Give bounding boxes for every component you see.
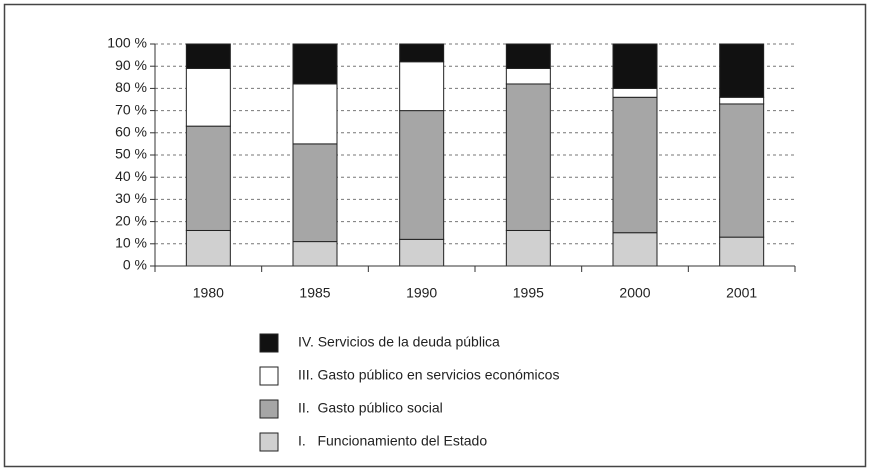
bar-segment	[612, 232, 658, 267]
bar-segment	[399, 110, 445, 240]
x-tick-label: 1990	[406, 285, 437, 301]
x-tick-label: 1985	[299, 285, 330, 301]
bar-segment	[612, 43, 658, 89]
bar-segment	[505, 67, 551, 85]
bar-segment	[185, 43, 231, 69]
bar-segment	[612, 87, 658, 98]
y-tick-label: 60 %	[115, 124, 147, 140]
legend-label: II. Gasto público social	[298, 400, 443, 416]
bar-segment	[719, 236, 765, 267]
legend-label: I. Funcionamiento del Estado	[298, 433, 487, 449]
bar-segment	[292, 43, 338, 85]
legend-swatch	[259, 366, 279, 386]
y-tick-label: 40 %	[115, 168, 147, 184]
legend-swatch	[259, 399, 279, 419]
x-tick-label: 2000	[619, 285, 650, 301]
y-tick-label: 10 %	[115, 235, 147, 251]
bar-segment	[292, 143, 338, 243]
bar-segment	[185, 67, 231, 127]
bar-segment	[292, 241, 338, 267]
y-tick-label: 30 %	[115, 190, 147, 206]
bar-segment	[505, 229, 551, 267]
y-tick-label: 100 %	[107, 35, 147, 51]
bar-segment	[612, 96, 658, 234]
bar-segment	[719, 43, 765, 98]
bar-segment	[505, 43, 551, 69]
legend-label: IV. Servicios de la deuda pública	[298, 334, 500, 350]
bar-segment	[399, 238, 445, 267]
y-tick-label: 20 %	[115, 212, 147, 228]
y-tick-label: 70 %	[115, 101, 147, 117]
legend-swatch	[259, 333, 279, 353]
x-tick-label: 1995	[513, 285, 544, 301]
x-tick-label: 2001	[726, 285, 757, 301]
bar-segment	[292, 83, 338, 145]
bar-segment	[719, 96, 765, 105]
y-tick-label: 90 %	[115, 57, 147, 73]
y-tick-label: 80 %	[115, 79, 147, 95]
legend-swatch	[259, 432, 279, 452]
bar-segment	[719, 103, 765, 238]
bar-segment	[505, 83, 551, 231]
bar-segment	[399, 61, 445, 112]
x-tick-label: 1980	[193, 285, 224, 301]
y-tick-label: 50 %	[115, 146, 147, 162]
legend-label: III. Gasto público en servicios económic…	[298, 367, 559, 383]
bar-segment	[185, 125, 231, 231]
y-tick-label: 0 %	[123, 257, 147, 273]
bar-segment	[185, 229, 231, 267]
bar-segment	[399, 43, 445, 63]
